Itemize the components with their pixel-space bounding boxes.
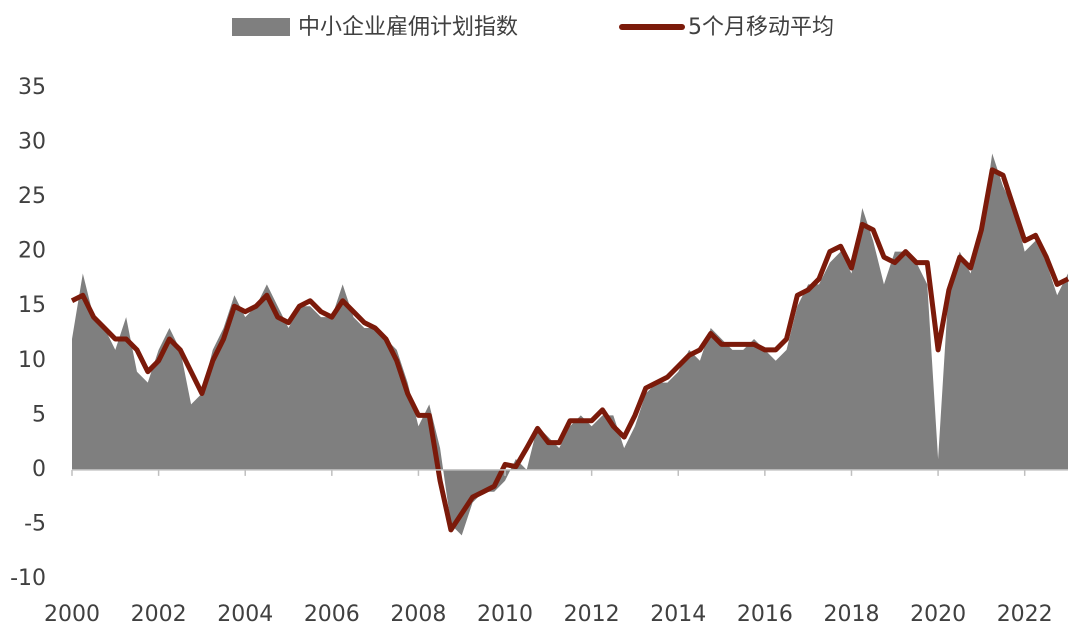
legend-swatch (232, 18, 290, 36)
x-tick-label: 2000 (44, 602, 100, 627)
x-tick-label: 2006 (304, 602, 360, 627)
x-tick-label: 2016 (737, 602, 793, 627)
x-tick-label: 2022 (997, 602, 1053, 627)
x-tick-label: 2012 (564, 602, 620, 627)
x-tick-label: 2002 (131, 602, 187, 627)
x-tick-label: 2018 (823, 602, 879, 627)
y-tick-label: 0 (32, 457, 46, 482)
legend-label: 5个月移动平均 (688, 15, 834, 40)
area (72, 153, 1068, 536)
x-tick-label: 2020 (910, 602, 966, 627)
y-tick-label: 30 (18, 130, 46, 155)
line (70, 167, 1070, 533)
x-tick-label: 2008 (390, 602, 446, 627)
y-tick-label: -5 (24, 511, 46, 536)
y-tick-label: -10 (10, 566, 46, 591)
x-tick-label: 2010 (477, 602, 533, 627)
x-tick-label: 2004 (217, 602, 273, 627)
y-tick-label: 20 (18, 239, 46, 264)
y-tick-label: 5 (32, 402, 46, 427)
y-tick-label: 15 (18, 293, 46, 318)
y-tick-label: 25 (18, 184, 46, 209)
legend-label: 中小企业雇佣计划指数 (298, 15, 518, 40)
x-tick-label: 2014 (650, 602, 706, 627)
y-tick-label: 35 (18, 75, 46, 100)
y-tick-label: 10 (18, 348, 46, 373)
